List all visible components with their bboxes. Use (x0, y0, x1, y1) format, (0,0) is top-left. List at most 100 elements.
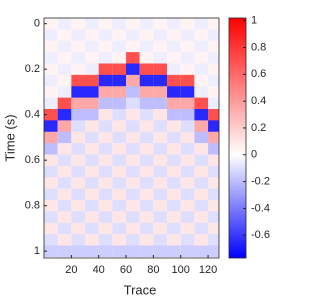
cell (139, 143, 154, 155)
colorbar-tick-label: -0.2 (251, 175, 270, 187)
cell (44, 199, 58, 212)
cell (153, 97, 168, 110)
cell (153, 154, 168, 167)
cell (153, 74, 168, 87)
cell (194, 108, 209, 121)
cell (153, 165, 168, 178)
cell (194, 120, 209, 133)
cell (139, 177, 154, 189)
cell (139, 18, 154, 30)
cell (71, 245, 86, 258)
cell (71, 97, 86, 110)
y-tick-label: 0.6 (25, 154, 40, 166)
cell (153, 29, 168, 42)
cell (112, 143, 127, 155)
cell (85, 108, 99, 121)
cell (194, 211, 209, 224)
cell (98, 74, 113, 87)
cell (153, 222, 168, 235)
cell (98, 63, 113, 76)
cell (208, 234, 219, 246)
cell (98, 222, 113, 235)
cell (71, 63, 86, 76)
cell (208, 143, 219, 155)
cell (153, 234, 168, 246)
cell (126, 52, 140, 64)
cell (126, 165, 140, 178)
cell (85, 131, 99, 144)
cell (85, 74, 99, 87)
cell (85, 245, 99, 258)
cell (208, 108, 219, 121)
cell (153, 188, 168, 201)
cell (98, 29, 113, 42)
cell (167, 222, 181, 235)
cell (167, 40, 181, 53)
cell (153, 86, 168, 98)
cell (112, 199, 127, 212)
cell (167, 86, 181, 98)
cell (208, 165, 219, 178)
cell (139, 165, 154, 178)
plot-frame (43, 17, 220, 259)
cell (44, 177, 58, 189)
cell (112, 40, 127, 53)
cell (44, 165, 58, 178)
cell (85, 188, 99, 201)
cell (180, 199, 195, 212)
cell (139, 211, 154, 224)
cell (44, 40, 58, 53)
cell (85, 199, 99, 212)
cell (126, 177, 140, 189)
y-tick-label: 0.2 (25, 63, 40, 75)
cell (167, 29, 181, 42)
cell (57, 18, 72, 30)
cell (57, 40, 72, 53)
cell (98, 199, 113, 212)
cell (85, 165, 99, 178)
colorbar-tick-label: 1 (251, 15, 257, 27)
cell (153, 63, 168, 76)
cell (112, 86, 127, 98)
cell (180, 63, 195, 76)
y-axis-label: Time (s) (2, 114, 17, 161)
cell (208, 188, 219, 201)
cell (71, 86, 86, 98)
cell (194, 52, 209, 64)
cell (98, 143, 113, 155)
cell (98, 211, 113, 224)
cell (112, 108, 127, 121)
cell (139, 120, 154, 133)
cell (139, 63, 154, 76)
cell (208, 52, 219, 64)
cell (57, 63, 72, 76)
cell (44, 29, 58, 42)
cell (112, 211, 127, 224)
cell (71, 18, 86, 30)
cell (57, 177, 72, 189)
cell (194, 234, 209, 246)
heatmap (44, 18, 219, 258)
cell (208, 245, 219, 258)
cell (126, 97, 140, 110)
cell (71, 188, 86, 201)
cell (44, 120, 58, 133)
cell (57, 120, 72, 133)
cell (180, 120, 195, 133)
cell (139, 234, 154, 246)
cell (71, 120, 86, 133)
cell (44, 18, 58, 30)
cell (139, 86, 154, 98)
cell (98, 40, 113, 53)
cell (208, 177, 219, 189)
x-tick-label: 120 (199, 264, 217, 276)
chart: Trace Time (s) 20 40 60 80 100 120 0 0.2 0.4 0.6 0… (2, 15, 270, 298)
cell (194, 40, 209, 53)
cell (180, 188, 195, 201)
cell (167, 199, 181, 212)
colorbar-tick-label: 0.6 (251, 68, 266, 80)
cell (180, 52, 195, 64)
cell (180, 108, 195, 121)
cell (112, 154, 127, 167)
cell (153, 199, 168, 212)
